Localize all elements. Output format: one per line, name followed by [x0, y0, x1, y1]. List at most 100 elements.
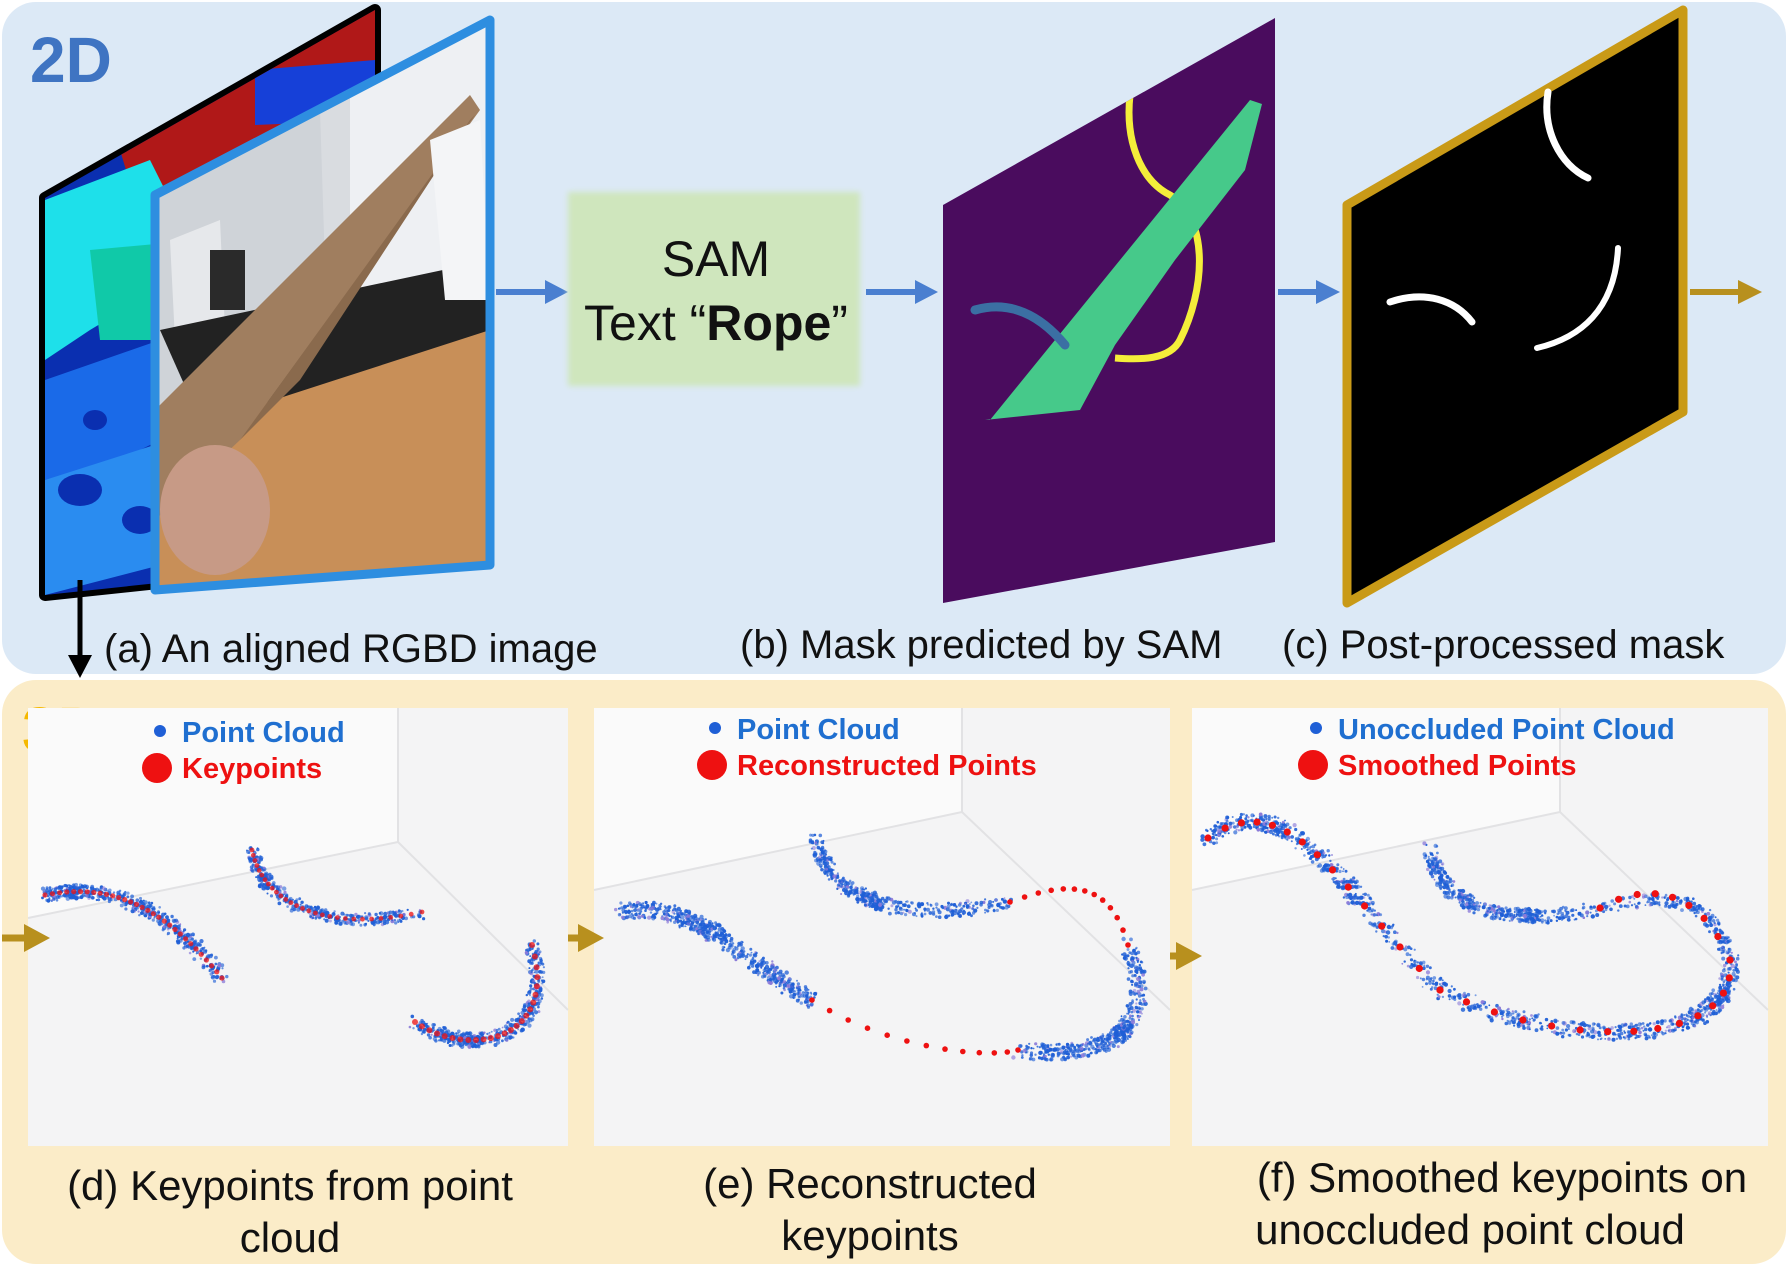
point-cloud-dot — [1141, 1013, 1143, 1015]
point-cloud-dot — [832, 869, 834, 871]
point-cloud-dot — [358, 922, 360, 924]
point-cloud-dot — [811, 834, 814, 837]
keypoint-dot — [214, 969, 219, 974]
legend-e-blue-label: Point Cloud — [737, 714, 900, 746]
point-cloud-dot — [1711, 914, 1715, 918]
point-cloud-dot — [1087, 1043, 1089, 1045]
point-cloud-dot — [964, 903, 966, 905]
point-cloud-dot — [248, 858, 251, 861]
point-cloud-dot — [1528, 918, 1531, 921]
keypoint-dot — [172, 927, 177, 932]
point-cloud-dot — [1529, 1028, 1531, 1030]
point-cloud-dot — [542, 971, 545, 974]
point-cloud-dot — [120, 904, 124, 908]
point-cloud-dot — [161, 913, 165, 917]
point-cloud-dot — [1263, 814, 1267, 818]
point-cloud-dot — [199, 939, 203, 943]
point-cloud-dot — [1511, 1016, 1514, 1019]
point-cloud-dot — [753, 960, 756, 963]
point-cloud-dot — [724, 939, 728, 943]
point-cloud-dot — [840, 893, 842, 895]
point-cloud-dot — [1561, 912, 1564, 915]
point-cloud-dot — [661, 916, 665, 920]
point-cloud-dot — [392, 911, 394, 913]
point-cloud-dot — [1484, 903, 1487, 906]
point-cloud-dot — [1674, 1016, 1676, 1018]
keypoint-dot — [977, 1050, 983, 1056]
keypoint-dot — [360, 917, 365, 922]
legend-red-dot-icon — [1298, 750, 1328, 780]
point-cloud-dot — [984, 898, 986, 900]
point-cloud-dot — [407, 909, 409, 911]
point-cloud-dot — [541, 982, 543, 984]
point-cloud-dot — [1200, 834, 1204, 838]
point-cloud-dot — [1675, 904, 1677, 906]
point-cloud-dot — [1244, 817, 1247, 820]
point-cloud-dot — [1667, 1025, 1671, 1029]
point-cloud-dot — [1728, 972, 1730, 974]
point-cloud-dot — [778, 985, 780, 987]
point-cloud-dot — [1220, 822, 1223, 825]
point-cloud-dot — [1723, 964, 1726, 967]
point-cloud-dot — [950, 910, 954, 914]
point-cloud-dot — [1670, 1022, 1674, 1026]
point-cloud-dot — [705, 918, 707, 920]
point-cloud-dot — [1409, 954, 1411, 956]
point-cloud-dot — [530, 987, 533, 990]
point-cloud-dot — [1591, 1027, 1594, 1030]
point-cloud-dot — [505, 1039, 508, 1042]
point-cloud-dot — [1448, 994, 1452, 998]
point-cloud-dot — [902, 912, 904, 914]
keypoint-dot — [306, 908, 311, 913]
point-cloud-dot — [1458, 898, 1461, 901]
point-cloud-dot — [1709, 992, 1712, 995]
point-cloud-dot — [1531, 1017, 1533, 1019]
point-cloud-dot — [1565, 1028, 1568, 1031]
point-cloud-dot — [1435, 882, 1438, 885]
point-cloud-dot — [953, 903, 956, 906]
point-cloud-dot — [1673, 901, 1676, 904]
point-cloud-dot — [747, 953, 749, 955]
point-cloud-dot — [1224, 831, 1227, 834]
point-cloud-dot — [887, 896, 891, 900]
point-cloud-dot — [1034, 1042, 1037, 1045]
point-cloud-dot — [987, 903, 991, 907]
point-cloud-dot — [851, 881, 855, 885]
point-cloud-dot — [1463, 899, 1465, 901]
point-cloud-dot — [1137, 951, 1141, 955]
point-cloud-dot — [1391, 925, 1394, 928]
point-cloud-dot — [489, 1032, 491, 1034]
point-cloud-dot — [796, 980, 798, 982]
point-cloud-dot — [1540, 916, 1542, 918]
point-cloud-dot — [1268, 818, 1271, 821]
point-cloud-dot — [864, 897, 866, 899]
point-cloud-dot — [1598, 1034, 1602, 1038]
point-cloud-dot — [267, 893, 269, 895]
point-cloud-dot — [1450, 896, 1454, 900]
point-cloud-dot — [1732, 969, 1735, 972]
point-cloud-dot — [1329, 860, 1331, 862]
point-cloud-dot — [645, 904, 649, 908]
point-cloud-dot — [668, 905, 672, 909]
point-cloud-dot — [658, 904, 661, 907]
point-cloud-dot — [1442, 982, 1446, 986]
point-cloud-dot — [1130, 1031, 1134, 1035]
point-cloud-dot — [914, 912, 916, 914]
point-cloud-dot — [418, 1023, 420, 1025]
point-cloud-dot — [216, 975, 219, 978]
point-cloud-dot — [1644, 1028, 1648, 1032]
point-cloud-dot — [1301, 848, 1303, 850]
point-cloud-dot — [279, 889, 281, 891]
point-cloud-dot — [1410, 947, 1413, 950]
point-cloud-dot — [1004, 897, 1006, 899]
point-cloud-dot — [1572, 1021, 1575, 1024]
keypoint-dot — [533, 992, 539, 998]
point-cloud-dot — [1426, 965, 1429, 968]
point-cloud-dot — [276, 885, 280, 889]
point-cloud-dot — [1128, 1010, 1131, 1013]
point-cloud-dot — [1561, 1029, 1564, 1032]
point-cloud-dot — [1252, 820, 1254, 822]
point-cloud-dot — [1550, 919, 1553, 922]
keypoint-dot — [251, 853, 256, 858]
